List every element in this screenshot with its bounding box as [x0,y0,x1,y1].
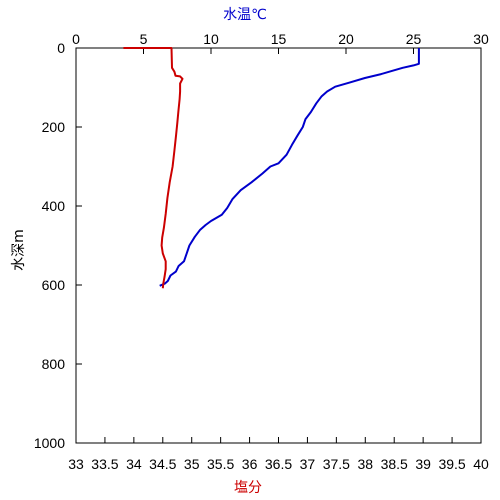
bottom-tick-label: 36.5 [265,456,292,472]
top-tick-label: 10 [203,31,219,47]
bottom-tick-label: 39.5 [438,456,465,472]
y-tick-label: 0 [57,40,65,56]
bottom-tick-label: 35 [184,456,200,472]
y-tick-label: 400 [42,198,66,214]
bottom-axis-title: 塩分 [234,480,262,496]
top-tick-label: 25 [406,31,422,47]
bottom-tick-label: 38.5 [381,456,408,472]
top-tick-label: 30 [473,31,489,47]
bottom-tick-label: 36 [242,456,258,472]
axes-layer: 0 200 400 600 800 1000 0 5 10 15 20 25 30 33 33.5 34 34.… [34,31,489,472]
top-axis-title: 水温℃ [223,7,267,23]
bottom-tick-label: 35.5 [207,456,234,472]
bottom-tick-label: 40 [473,456,489,472]
bottom-tick-label: 34 [126,456,142,472]
top-tick-label: 0 [72,31,80,47]
y-tick-label: 1000 [34,435,65,451]
plot-frame [75,47,482,444]
bottom-tick-label: 33.5 [91,456,118,472]
top-tick-label: 5 [140,31,148,47]
top-tick-label: 15 [271,31,287,47]
salinity-profile-line [123,47,184,289]
y-tick-label: 600 [42,277,66,293]
bottom-tick-label: 37.5 [323,456,350,472]
y-axis-title: 水深m [11,229,27,271]
bottom-tick-label: 34.5 [149,456,176,472]
series-layer [123,47,420,289]
bottom-tick-label: 37 [300,456,316,472]
y-tick-label: 800 [42,356,66,372]
top-tick-label: 20 [338,31,354,47]
y-tick-label: 200 [42,119,66,135]
temperature-profile-line [159,48,420,287]
bottom-tick-label: 38 [357,456,373,472]
bottom-tick-label: 39 [415,456,431,472]
bottom-tick-label: 33 [68,456,84,472]
